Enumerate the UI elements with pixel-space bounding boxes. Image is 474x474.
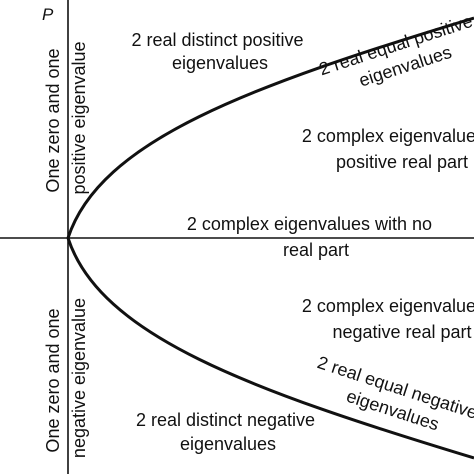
label-line: 2 complex eigenvalues (302, 126, 474, 146)
label-line: negative real part (332, 322, 471, 342)
label-zero-negative: One zero and one negative eigenvalue (43, 298, 89, 458)
label-line: eigenvalues (180, 434, 276, 454)
label-line: eigenvalues (172, 53, 268, 73)
label-real-equal-positive: 2 real equal positive eigenvalues (317, 9, 474, 101)
label-line: negative eigenvalue (69, 298, 89, 458)
label-line: 2 complex eigenvalues with no (187, 214, 432, 234)
label-line: 2 complex eigenvalues (302, 296, 474, 316)
label-line: One zero and one (43, 308, 63, 452)
vertical-axis-label: P (42, 5, 54, 24)
label-line: positive real part (336, 152, 468, 172)
label-line: 2 real distinct positive (131, 30, 303, 50)
label-real-distinct-negative: 2 real distinct negative eigenvalues (136, 410, 320, 454)
label-line: positive eigenvalue (69, 41, 89, 194)
label-line: 2 real distinct negative (136, 410, 315, 430)
label-complex-negative-real: 2 complex eigenvalues negative real part (302, 296, 474, 342)
label-complex-no-real: 2 complex eigenvalues with no real part (187, 214, 437, 260)
label-real-distinct-positive: 2 real distinct positive eigenvalues (131, 30, 308, 73)
label-line: One zero and one (43, 48, 63, 192)
label-complex-positive-real: 2 complex eigenvalues positive real part (302, 126, 474, 172)
label-zero-positive: One zero and one positive eigenvalue (43, 41, 89, 194)
parabola-curve (66, 16, 474, 460)
label-line: real part (283, 240, 349, 260)
